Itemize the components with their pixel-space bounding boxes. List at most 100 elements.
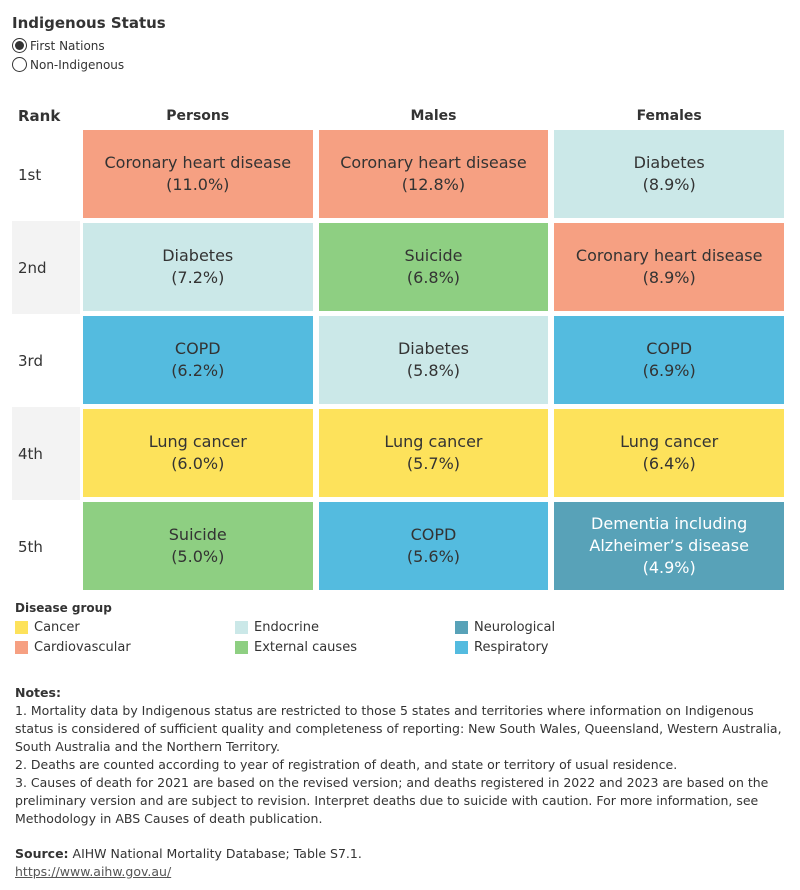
source-line: Source: AIHW National Mortality Database… bbox=[15, 845, 362, 863]
cause-percent: (8.9%) bbox=[642, 175, 696, 194]
cause-cell: Lung cancer (6.0%) bbox=[82, 409, 313, 497]
rank-cell: 2nd bbox=[12, 221, 80, 314]
cause-cell: Diabetes (5.8%) bbox=[318, 316, 549, 404]
cause-percent: (8.9%) bbox=[642, 268, 696, 287]
legend: Disease group Cancer Cardiovascular Endocr… bbox=[15, 601, 675, 657]
radio-option[interactable]: Non-Indigenous bbox=[12, 55, 166, 74]
rank-cell: 3rd bbox=[12, 314, 80, 407]
rank-cell: 4th bbox=[12, 407, 80, 500]
table-row: 3rd COPD (6.2%) Diabetes (5.8%) COPD (6.9%) bbox=[12, 314, 787, 407]
cause-cell: Suicide (6.8%) bbox=[318, 223, 549, 311]
legend-item: External causes bbox=[235, 637, 455, 657]
cause-cell: Diabetes (8.9%) bbox=[554, 130, 785, 218]
legend-swatch bbox=[455, 620, 468, 634]
cause-label: Coronary heart disease bbox=[104, 153, 292, 172]
cause-cell: Coronary heart disease (12.8%) bbox=[318, 130, 549, 218]
cause-cell: Suicide (5.0%) bbox=[82, 502, 313, 590]
cause-label: Lung cancer bbox=[384, 432, 483, 451]
legend-label: Cancer bbox=[34, 619, 80, 635]
legend-swatch bbox=[15, 620, 28, 634]
legend-title: Disease group bbox=[15, 601, 112, 615]
legend-swatch bbox=[235, 620, 248, 634]
legend-item: Endocrine bbox=[235, 617, 455, 637]
radio-dot bbox=[15, 41, 24, 50]
radio-button[interactable] bbox=[12, 38, 27, 53]
table: Rank Persons Males Females 1st Coronary heart… bbox=[12, 104, 787, 593]
cause-label: COPD bbox=[410, 525, 457, 544]
filter: Indigenous Status First Nations Non-Indig… bbox=[12, 14, 166, 74]
cause-percent: (4.9%) bbox=[642, 558, 696, 577]
legend-item: Cardiovascular bbox=[15, 637, 235, 657]
legend-swatch bbox=[455, 640, 468, 654]
cause-percent: (11.0%) bbox=[166, 175, 230, 194]
source-text: AIHW National Mortality Database; Table … bbox=[72, 846, 362, 861]
legend-item: Respiratory bbox=[455, 637, 675, 657]
cause-label: Diabetes bbox=[162, 246, 234, 265]
table-row: 5th Suicide (5.0%) COPD (5.6%) Dementia inclu… bbox=[12, 500, 787, 593]
table-row: 2nd Diabetes (7.2%) Suicide (6.8%) Coronary h… bbox=[12, 221, 787, 314]
cause-label: Suicide bbox=[168, 525, 227, 544]
notes: Notes: 1. Mortality data by Indigenous s… bbox=[15, 684, 790, 828]
header-cell: Persons bbox=[166, 108, 230, 124]
source: Source: AIHW National Mortality Database… bbox=[15, 845, 362, 881]
header-cell: Males bbox=[410, 108, 457, 124]
cause-cell: Lung cancer (6.4%) bbox=[554, 409, 785, 497]
radio-button[interactable] bbox=[12, 57, 27, 72]
cause-label: Diabetes bbox=[397, 339, 469, 358]
radio-label: Non-Indigenous bbox=[30, 57, 125, 72]
header-cell: Females bbox=[636, 108, 702, 124]
cause-label: Lung cancer bbox=[620, 432, 719, 451]
cause-cell: COPD (6.9%) bbox=[554, 316, 785, 404]
legend-label: External causes bbox=[254, 639, 357, 655]
legend-item: Cancer bbox=[15, 617, 235, 637]
cause-label: Dementia including Alzheimer’s disease bbox=[589, 514, 749, 555]
legend-label: Cardiovascular bbox=[34, 639, 131, 655]
cause-label: Coronary heart disease bbox=[575, 246, 763, 265]
legend-grid: Cancer Cardiovascular Endocrine External ca… bbox=[15, 617, 675, 657]
radio-label: First Nations bbox=[30, 38, 105, 53]
cause-percent: (12.8%) bbox=[401, 175, 466, 194]
note: 3. Causes of death for 2021 are based on… bbox=[15, 775, 769, 826]
cause-label: Lung cancer bbox=[148, 432, 247, 451]
note: 1. Mortality data by Indigenous status a… bbox=[15, 703, 782, 754]
table-row: 4th Lung cancer (6.0%) Lung cancer (5.7%) Lun… bbox=[12, 407, 787, 500]
rank-cell: 5th bbox=[12, 500, 80, 593]
cause-percent: (5.8%) bbox=[406, 361, 461, 380]
cause-cell: Lung cancer (5.7%) bbox=[318, 409, 549, 497]
cause-percent: (6.2%) bbox=[171, 361, 225, 380]
cause-cell: Dementia including Alzheimer’s disease (4… bbox=[554, 502, 785, 590]
cause-percent: (6.8%) bbox=[406, 268, 461, 287]
cause-cell: Coronary heart disease (8.9%) bbox=[554, 223, 785, 311]
cause-label: Suicide bbox=[404, 246, 463, 265]
cause-percent: (6.9%) bbox=[642, 361, 696, 380]
cause-cell: Diabetes (7.2%) bbox=[82, 223, 313, 311]
cause-percent: (5.6%) bbox=[406, 547, 461, 566]
header-row: Rank Persons Males Females bbox=[12, 104, 787, 128]
cause-percent: (7.2%) bbox=[171, 268, 225, 287]
cause-percent: (6.4%) bbox=[642, 454, 696, 473]
legend-label: Neurological bbox=[474, 619, 556, 635]
legend-label: Endocrine bbox=[254, 619, 319, 635]
cause-cell: COPD (5.6%) bbox=[318, 502, 549, 590]
cause-percent: (6.0%) bbox=[171, 454, 225, 473]
notes-title: Notes: bbox=[15, 685, 61, 700]
legend-swatch bbox=[235, 640, 248, 654]
cause-label: Diabetes bbox=[633, 153, 705, 172]
legend-label: Respiratory bbox=[474, 639, 549, 655]
source-label: Source: bbox=[15, 846, 69, 861]
cause-cell: Coronary heart disease (11.0%) bbox=[82, 130, 313, 218]
radio-option[interactable]: First Nations bbox=[12, 36, 166, 55]
note: 2. Deaths are counted according to year … bbox=[15, 757, 678, 772]
cause-percent: (5.0%) bbox=[171, 547, 225, 566]
cause-label: COPD bbox=[646, 339, 693, 358]
cause-cell: COPD (6.2%) bbox=[82, 316, 313, 404]
filter-title: Indigenous Status bbox=[12, 14, 166, 32]
legend-item: Neurological bbox=[455, 617, 675, 637]
source-link[interactable]: https://www.aihw.gov.au/ bbox=[15, 864, 172, 879]
cause-label: COPD bbox=[174, 339, 221, 358]
cause-percent: (5.7%) bbox=[406, 454, 461, 473]
cause-label: Coronary heart disease bbox=[340, 153, 527, 172]
header-cell: Rank bbox=[18, 107, 61, 125]
